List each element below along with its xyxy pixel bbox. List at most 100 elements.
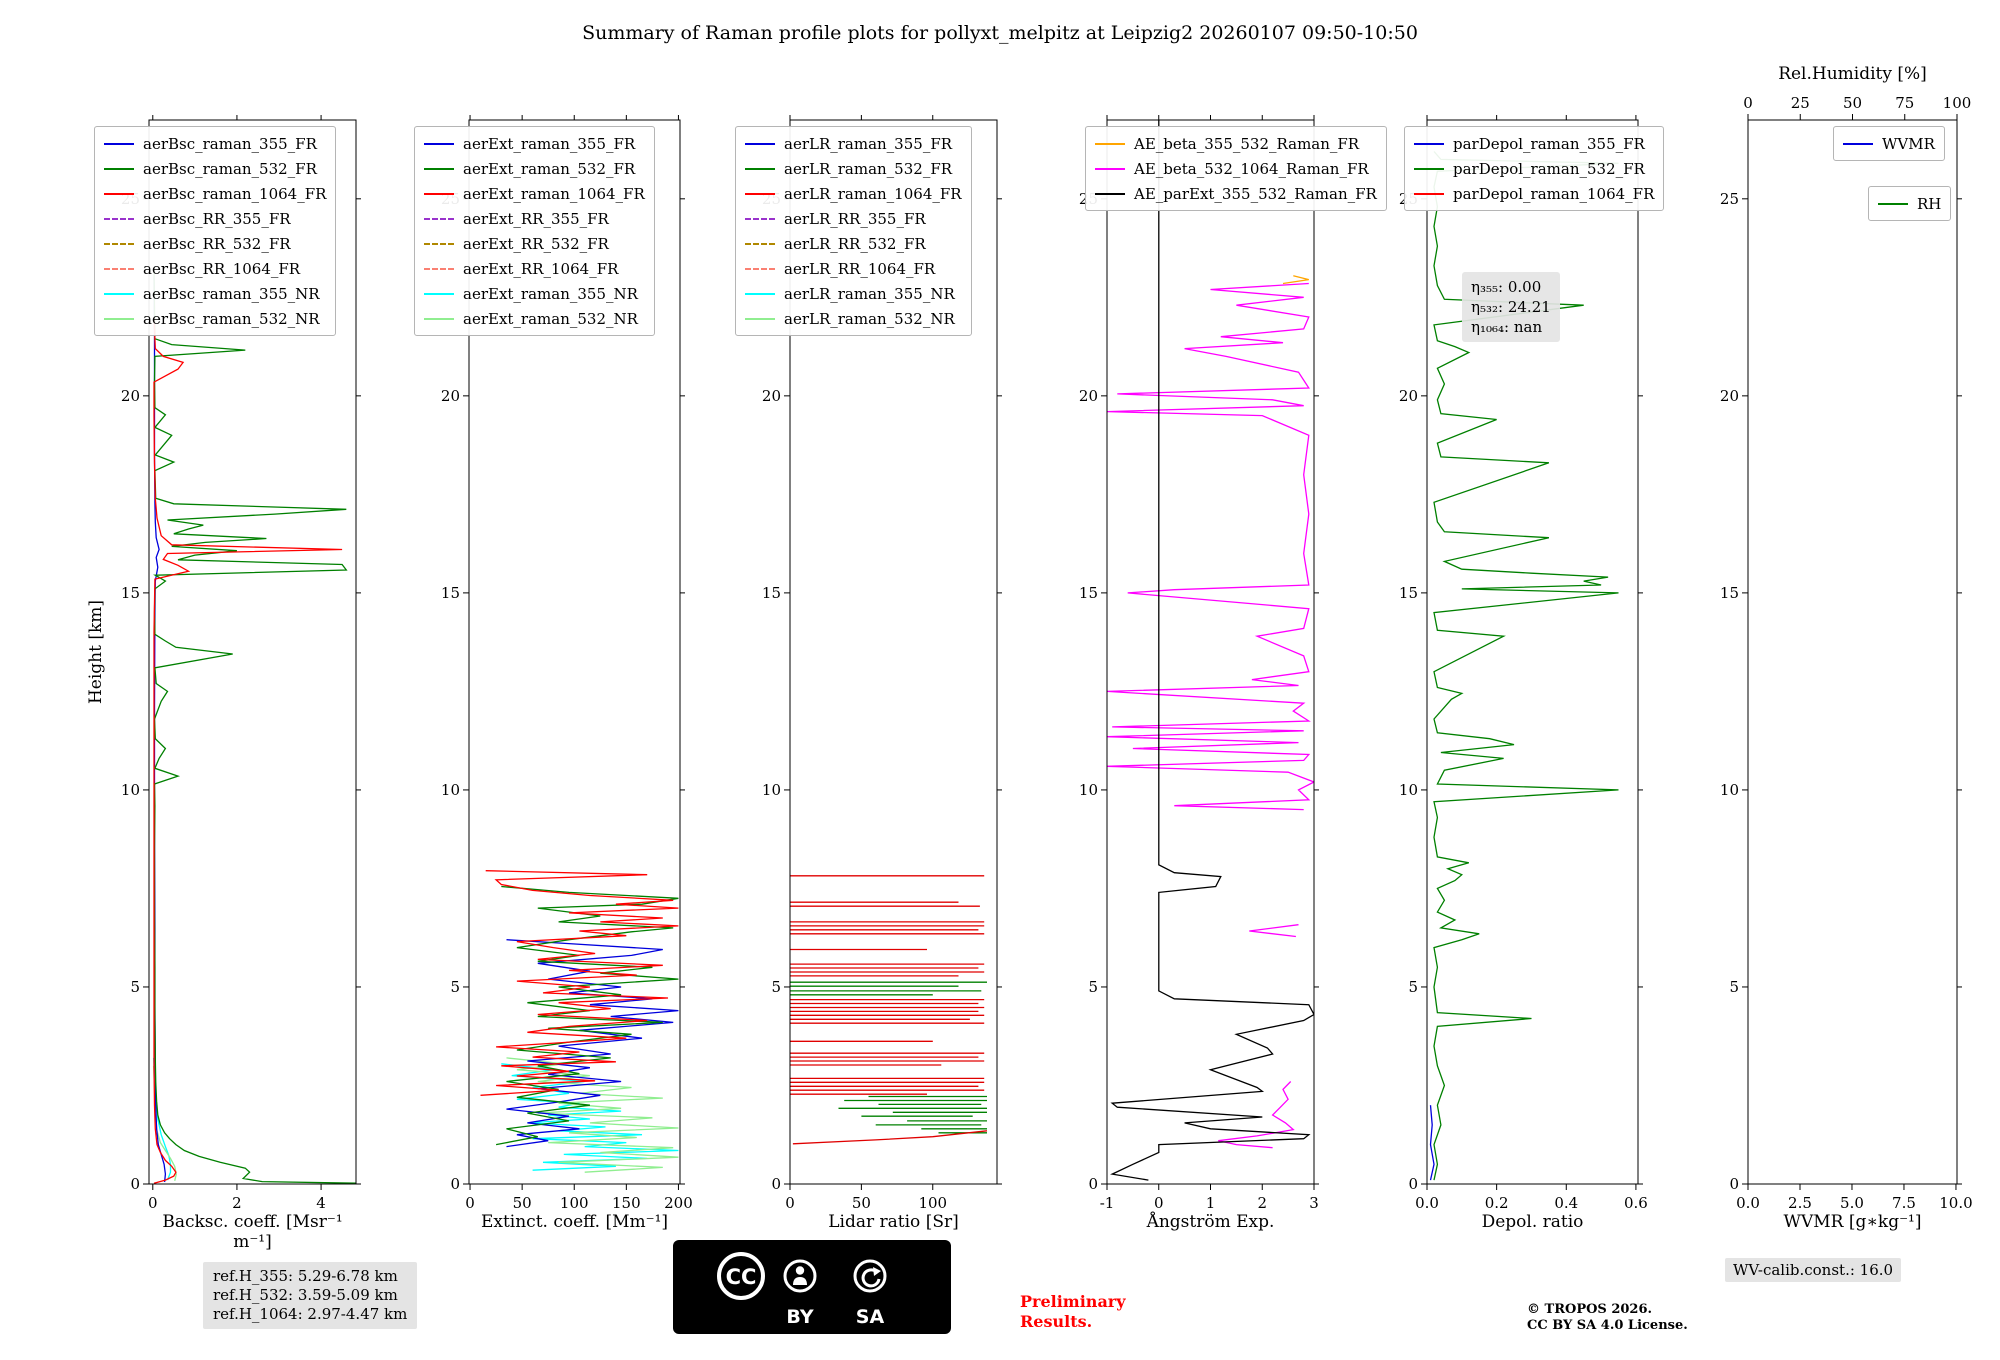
top-tick-label: 100 [1943, 94, 1972, 112]
legend-entry: aerExt_raman_532_NR [424, 306, 645, 331]
x-tick-label: 3 [1309, 1194, 1319, 1212]
legend-line-sample [104, 167, 134, 170]
x-tick-label: 0 [148, 1194, 158, 1212]
legend-line-sample [1095, 142, 1125, 145]
attribution-person-icon [783, 1259, 817, 1293]
legend-entry: aerBsc_raman_1064_FR [104, 181, 326, 206]
legend-panel-3: aerLR_raman_355_FR aerLR_raman_532_FR aerL… [735, 126, 972, 336]
x-tick-label: 7.5 [1892, 1194, 1916, 1212]
legend-entry: aerExt_raman_355_NR [424, 281, 645, 306]
series-aerExt_raman_1064_FR [480, 870, 679, 1096]
y-tick-label: 15 [121, 584, 140, 602]
legend-entry: parDepol_raman_355_FR [1414, 131, 1654, 156]
series-aerBsc_raman_532_FR [153, 269, 356, 1184]
legend-line-sample [1414, 192, 1444, 195]
legend-entry: RH [1878, 191, 1941, 216]
legend-line-sample [745, 167, 775, 170]
rh-axis-label: Rel.Humidity [%] [1778, 64, 1927, 84]
axes-frame [1426, 119, 1639, 1185]
x-tick-label: 50 [513, 1194, 532, 1212]
legend-label: WVMR [1882, 134, 1935, 153]
legend-entry: aerBsc_raman_532_NR [104, 306, 326, 331]
y-tick-label: 5 [1729, 978, 1739, 996]
legend-label: aerLR_raman_1064_FR [784, 184, 962, 203]
series-layer [1107, 120, 1314, 1181]
x-tick-label: 10.0 [1939, 1194, 1972, 1212]
x-tick-label: 2.5 [1788, 1194, 1812, 1212]
y-tick-label: 5 [1408, 978, 1418, 996]
share-alike-icon [853, 1259, 887, 1293]
ref-height-355: ref.H_355: 5.29-6.78 km [213, 1267, 398, 1285]
x-tick-label: 0.0 [1736, 1194, 1760, 1212]
legend-label: aerBsc_raman_355_FR [143, 134, 317, 153]
eta-1064-value: η₁₀₆₄: nan [1471, 318, 1543, 336]
legend-entry: aerBsc_raman_355_NR [104, 281, 326, 306]
legend-line-sample [745, 142, 775, 145]
legend-line-sample [745, 217, 775, 220]
reference-height-box: ref.H_355: 5.29-6.78 km ref.H_532: 3.59-… [203, 1262, 418, 1329]
ref-height-532: ref.H_532: 3.59-5.09 km [213, 1286, 398, 1304]
cc-sa-label: SA [855, 1306, 885, 1328]
legend-label: aerBsc_raman_532_FR [143, 159, 317, 178]
series-aerExt_raman_532_NR [506, 1057, 679, 1173]
xlabel-lidar-ratio: Lidar ratio [Sr] [828, 1212, 959, 1232]
legend-label: aerBsc_raman_355_NR [143, 284, 320, 303]
legend-line-sample [104, 142, 134, 145]
y-tick-label: 5 [130, 978, 140, 996]
x-tick-label: 2 [232, 1194, 242, 1212]
legend-label: aerLR_raman_355_NR [784, 284, 955, 303]
legend-line-sample [1414, 142, 1444, 145]
legend-line-sample [745, 317, 775, 320]
y-tick-label: 0 [1088, 1175, 1098, 1193]
xlabel-depol: Depol. ratio [1481, 1212, 1584, 1232]
legend-entry: aerLR_RR_1064_FR [745, 256, 962, 281]
legend-entry: aerLR_raman_355_NR [745, 281, 962, 306]
x-tick-label: 100 [560, 1194, 589, 1212]
legend-line-sample [424, 292, 454, 295]
legend-panel-6-2: RH [1868, 186, 1952, 221]
preliminary-results-note: Preliminary Results. [1020, 1292, 1126, 1331]
legend-label: aerLR_RR_1064_FR [784, 259, 936, 278]
xlabel-wvmr: WVMR [g∗kg⁻¹] [1783, 1212, 1922, 1232]
axes-frame [148, 119, 357, 1185]
series-layer [152, 269, 356, 1184]
x-tick-label: 100 [918, 1194, 947, 1212]
figure-title: Summary of Raman profile plots for polly… [582, 22, 1418, 44]
series-aerLR_raman_1064_FR [792, 1130, 988, 1145]
legend-entry: aerBsc_RR_532_FR [104, 231, 326, 256]
cc-by-label: BY [786, 1306, 814, 1328]
top-tick-label: 50 [1843, 94, 1862, 112]
axes-frame [789, 119, 998, 1185]
y-tick-label: 20 [121, 387, 140, 405]
ref-height-1064: ref.H_1064: 2.97-4.47 km [213, 1305, 408, 1323]
series-AE_parExt_355_532_Raman_FR [1110, 120, 1314, 1181]
legend-entry: aerLR_raman_532_NR [745, 306, 962, 331]
legend-label: aerExt_raman_1064_FR [463, 184, 645, 203]
legend-line-sample [1414, 167, 1444, 170]
legend-line-sample [1095, 167, 1125, 170]
x-tick-label: 0.4 [1554, 1194, 1578, 1212]
y-tick-label: 25 [1720, 190, 1739, 208]
y-tick-label: 10 [1079, 781, 1098, 799]
panel-5: 0.00.20.40.60510152025 [1399, 115, 1648, 1212]
depol-calibration-annotation: η₃₅₅: 0.00 η₅₃₂: 24.21 η₁₀₆₄: nan [1462, 272, 1560, 342]
legend-entry: aerExt_RR_532_FR [424, 231, 645, 256]
legend-entry: aerBsc_raman_355_FR [104, 131, 326, 156]
y-tick-label: 10 [762, 781, 781, 799]
panel-1: 0240510152025 [121, 115, 361, 1212]
legend-label: aerLR_RR_532_FR [784, 234, 926, 253]
legend-entry: AE_beta_532_1064_Raman_FR [1095, 156, 1377, 181]
legend-label: aerExt_raman_355_FR [463, 134, 636, 153]
panel-2: 0501001502000510152025 [441, 115, 693, 1212]
legend-entry: AE_parExt_355_532_Raman_FR [1095, 181, 1377, 206]
xlabel-angstroem: Ångström Exp. [1146, 1212, 1275, 1232]
y-tick-label: 15 [441, 584, 460, 602]
legend-line-sample [745, 267, 775, 270]
legend-label: aerBsc_RR_1064_FR [143, 259, 301, 278]
series-layer [480, 870, 679, 1173]
legend-entry: aerExt_raman_355_FR [424, 131, 645, 156]
x-tick-label: 50 [852, 1194, 871, 1212]
legend-line-sample [424, 142, 454, 145]
